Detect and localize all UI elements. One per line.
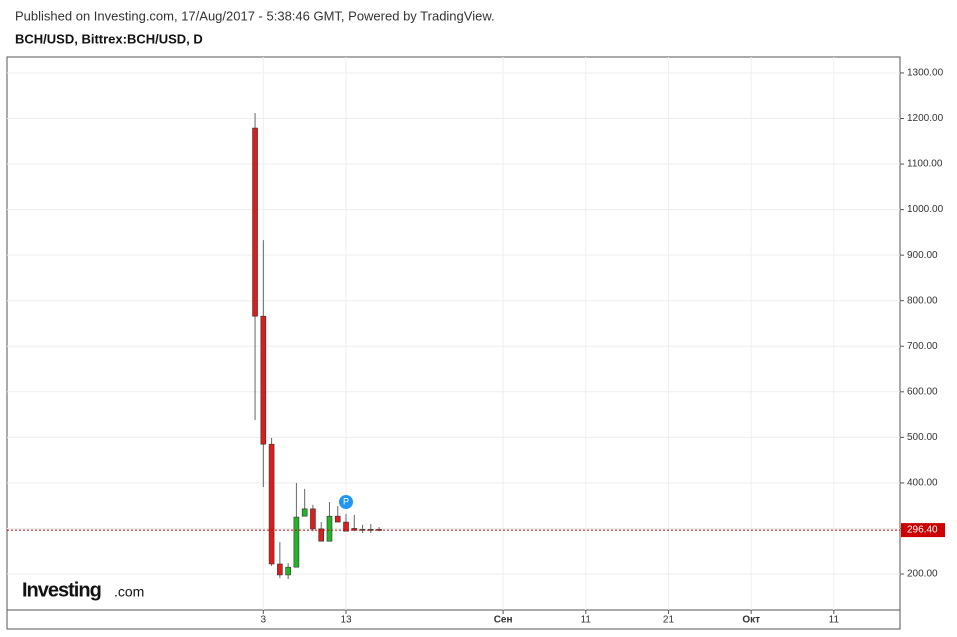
- candle-body: [277, 563, 283, 576]
- candle-body: [318, 528, 325, 542]
- y-tick-label: 200.00: [907, 569, 938, 580]
- marker: [339, 495, 354, 509]
- brand: Investing: [22, 579, 101, 601]
- candle-body: [351, 528, 358, 531]
- y-tick-label: 1000.00: [907, 204, 944, 215]
- x-tick-label: 13: [340, 615, 352, 626]
- y-tick-label: 1300.00: [907, 68, 944, 79]
- candle-body: [301, 508, 308, 517]
- x-tick-label: 3: [261, 615, 267, 626]
- x-tick-label: 21: [663, 615, 675, 626]
- y-tick-label: 600.00: [907, 386, 938, 397]
- y-tick-label: 1100.00: [907, 159, 943, 170]
- candle-body: [326, 515, 333, 542]
- candle-body: [268, 443, 275, 565]
- y-tick-label: 1200.00: [907, 113, 944, 124]
- chart-title: BCH/USD, Bittrex:BCH/USD, D: [15, 31, 203, 46]
- x-tick-label: Окт: [742, 615, 760, 626]
- candle-body: [310, 508, 316, 530]
- y-tick-label: 500.00: [907, 432, 938, 443]
- header: Published on Investing.com, 17/Aug/2017 …: [15, 8, 495, 23]
- candle-body: [293, 516, 300, 568]
- y-tick-label: 700.00: [907, 341, 938, 352]
- candle-body: [260, 315, 267, 445]
- candle-body: [343, 521, 349, 532]
- x-tick-label: 11: [581, 615, 592, 626]
- marker-label: P: [343, 496, 349, 506]
- candle-body: [285, 566, 291, 576]
- x-tick-label: 11: [829, 615, 840, 626]
- current-price-box: [901, 523, 945, 538]
- y-tick-label: 900.00: [907, 250, 938, 261]
- candle-body: [252, 127, 258, 317]
- plot-frame: [6, 56, 901, 611]
- current-price-label: 296.40: [907, 525, 938, 536]
- x-tick-label: Сен: [494, 615, 513, 626]
- y-tick-label: 400.00: [907, 478, 938, 489]
- candle-body: [334, 515, 341, 523]
- brand-suffix: .com: [114, 584, 144, 600]
- x-axis-frame: [6, 609, 901, 630]
- y-tick-label: 800.00: [907, 295, 938, 306]
